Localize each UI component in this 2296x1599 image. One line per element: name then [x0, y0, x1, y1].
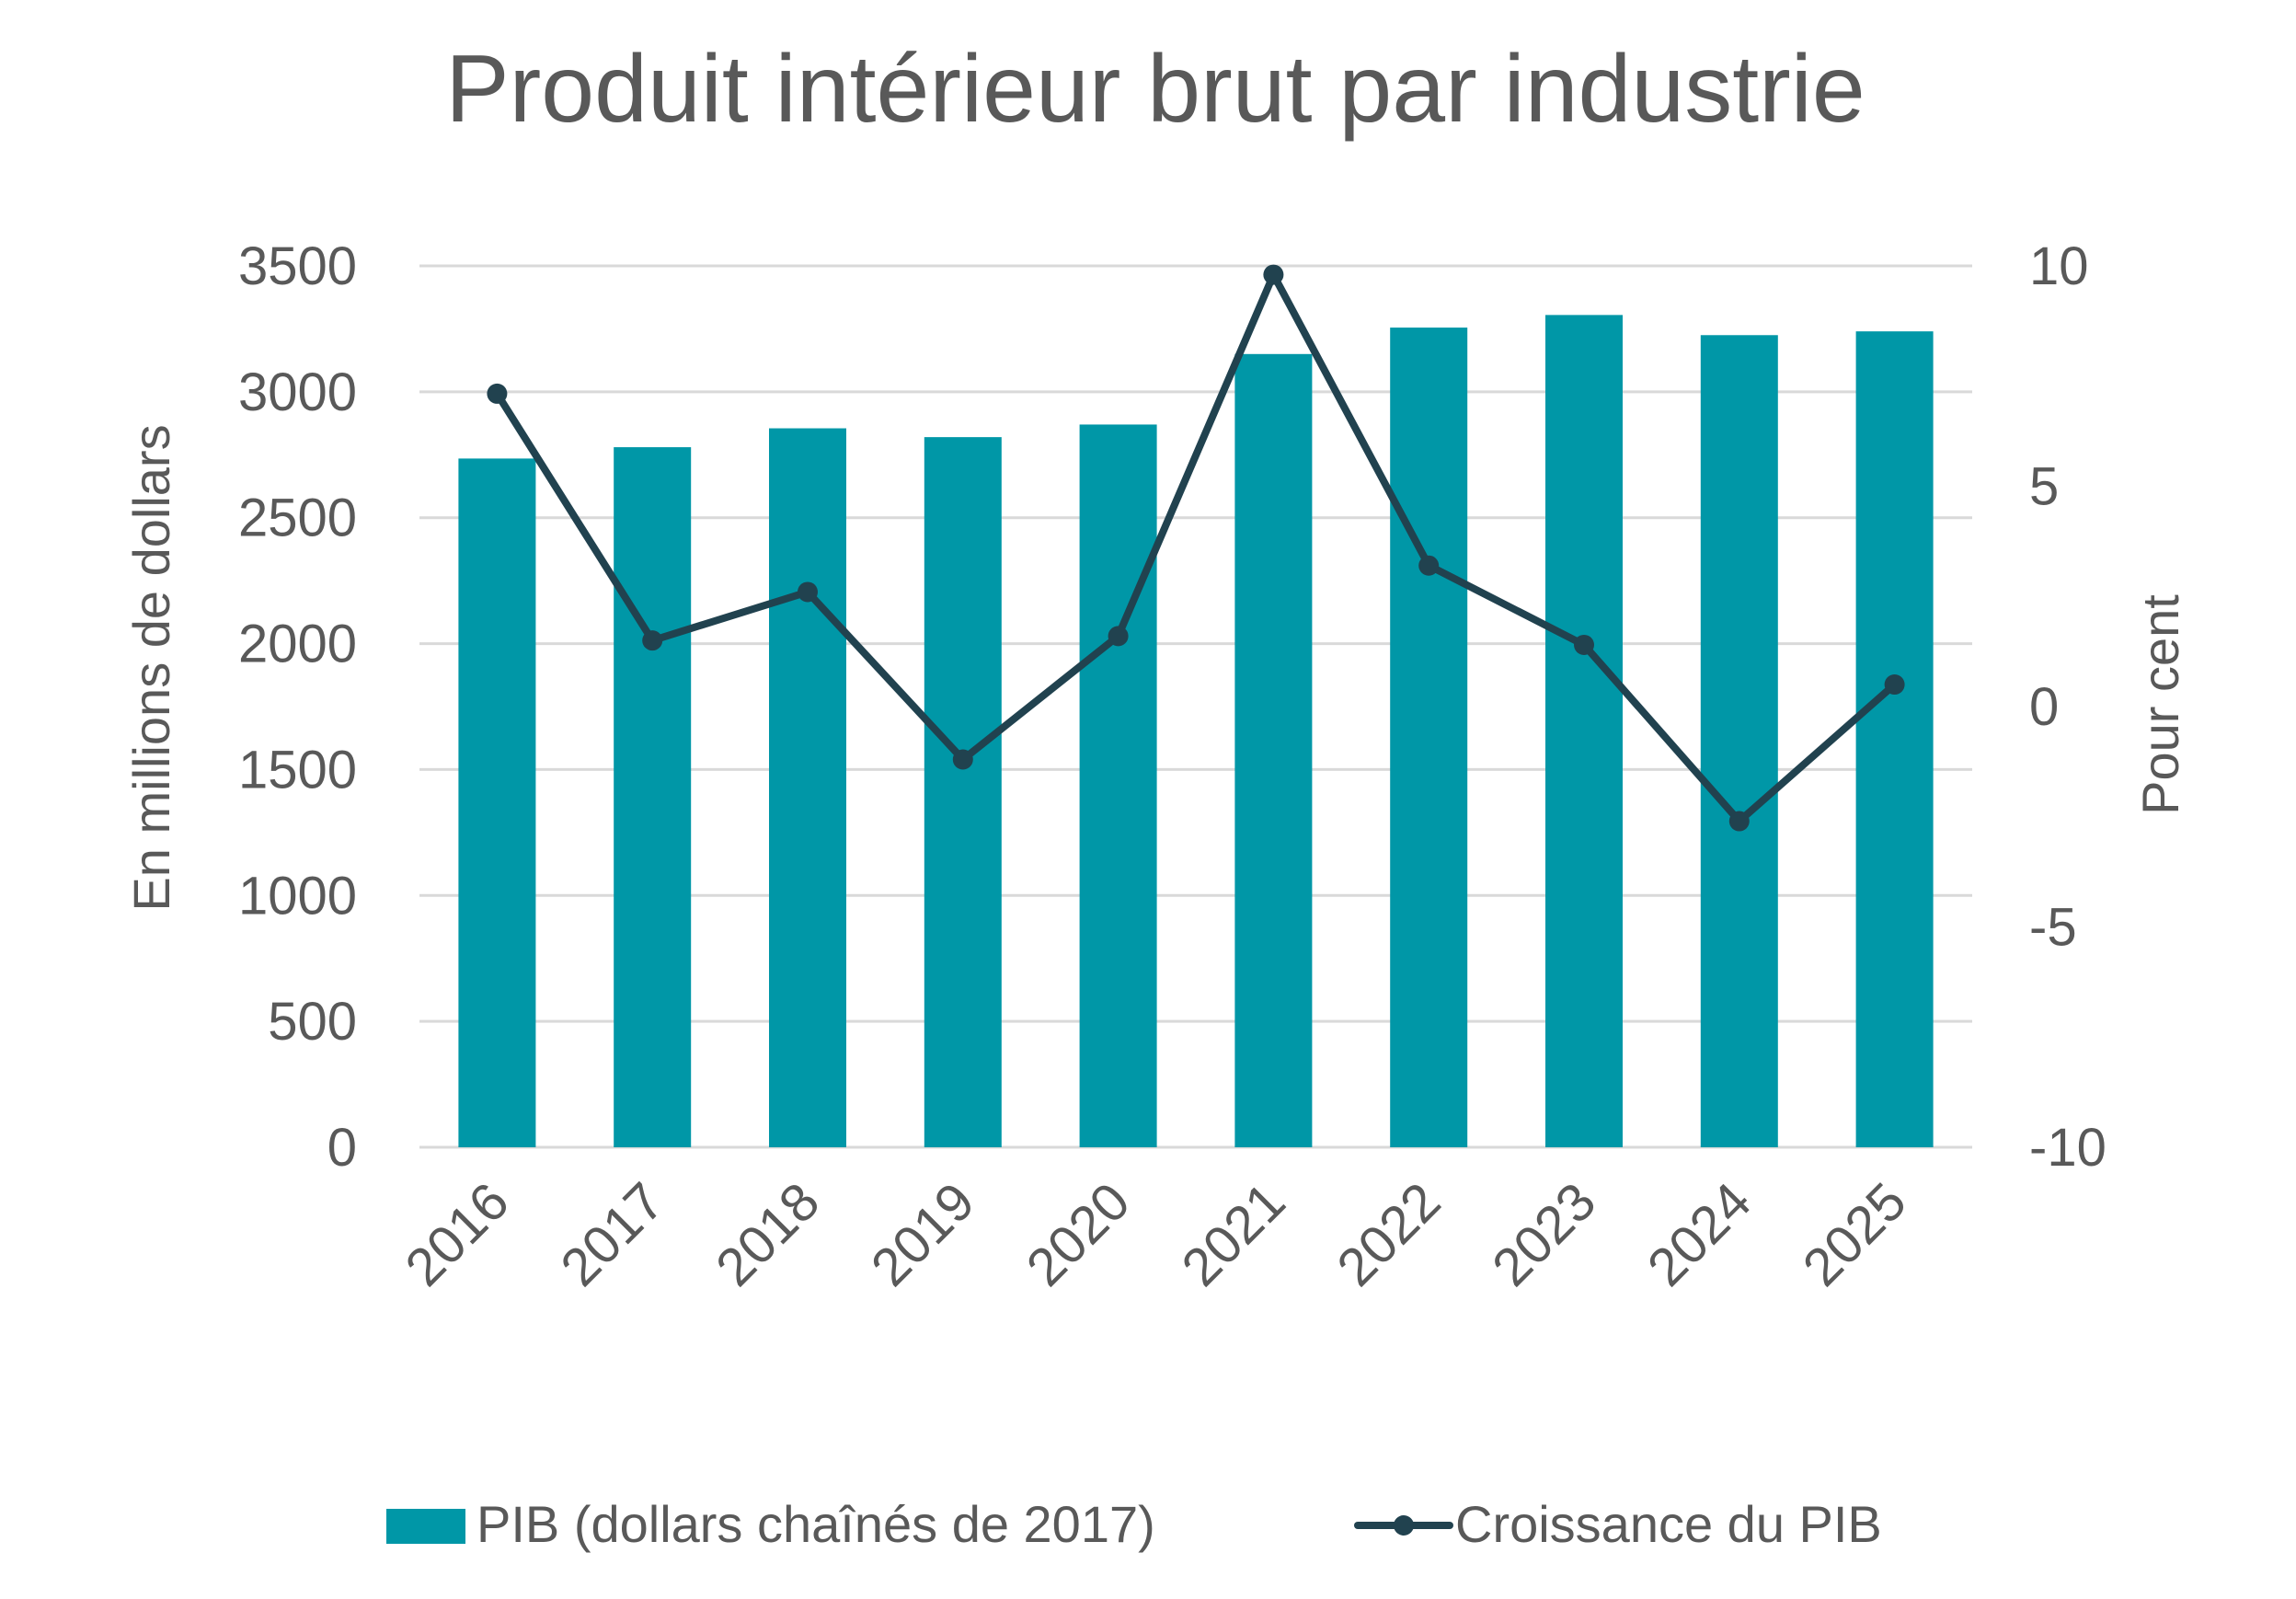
- y-right-tick-label: 5: [2029, 457, 2059, 517]
- growth-point-2020: [1108, 626, 1129, 647]
- growth-line: [493, 270, 1899, 825]
- bar-2023: [1545, 315, 1623, 1148]
- bar-2020: [1079, 424, 1157, 1147]
- y-right-tick-label: 10: [2029, 236, 2089, 296]
- bar-2018: [769, 428, 846, 1147]
- growth-point-2025: [1884, 674, 1905, 696]
- y-right-axis-label: Pour cent: [2131, 594, 2189, 815]
- bar-2016: [458, 458, 536, 1147]
- growth-point-2023: [1574, 634, 1594, 655]
- bar-2017: [614, 447, 692, 1147]
- y-left-axis: 0 500 1000 1500 2000 2500 3000 3500: [238, 236, 357, 1178]
- legend-swatch-marker: [1394, 1515, 1414, 1536]
- x-tick-label: 2023: [1481, 1171, 1607, 1297]
- bar-2022: [1390, 328, 1468, 1147]
- x-tick-label: 2019: [860, 1171, 986, 1297]
- legend: PIB (dollars chaînés de 2017) Croissance …: [386, 1495, 1882, 1553]
- growth-point-2016: [487, 383, 508, 404]
- x-tick-label: 2017: [549, 1171, 675, 1297]
- x-tick-label: 2021: [1170, 1171, 1296, 1297]
- bar-2024: [1700, 335, 1778, 1147]
- growth-point-2024: [1728, 811, 1750, 832]
- y-left-tick-label: 2500: [238, 489, 357, 548]
- line-series: [487, 264, 1905, 832]
- bar-2019: [924, 437, 1002, 1147]
- x-tick-label: 2020: [1016, 1171, 1142, 1297]
- y-right-axis: -10 -5 0 5 10: [2029, 236, 2107, 1178]
- legend-label-line: Croissance du PIB: [1455, 1495, 1882, 1553]
- y-left-tick-label: 1500: [238, 740, 357, 800]
- legend-label-bar: PIB (dollars chaînés de 2017): [476, 1495, 1155, 1553]
- growth-point-2018: [798, 581, 818, 603]
- bar-series: [458, 315, 1934, 1148]
- growth-point-2019: [952, 749, 973, 770]
- x-tick-label: 2025: [1792, 1171, 1918, 1297]
- growth-point-2021: [1263, 264, 1284, 285]
- x-tick-label: 2018: [705, 1171, 831, 1297]
- y-right-tick-label: -5: [2029, 898, 2077, 958]
- y-left-axis-label: En millions de dollars: [122, 424, 180, 911]
- bar-2025: [1855, 331, 1934, 1147]
- growth-point-2017: [642, 630, 663, 651]
- legend-swatch-bar: [386, 1509, 465, 1544]
- y-left-tick-label: 3500: [238, 236, 357, 296]
- y-left-tick-label: 2000: [238, 615, 357, 674]
- y-right-tick-label: -10: [2029, 1118, 2107, 1178]
- y-left-tick-label: 0: [327, 1118, 357, 1178]
- growth-point-2022: [1418, 555, 1440, 576]
- y-left-tick-label: 1000: [238, 866, 357, 926]
- y-left-tick-label: 3000: [238, 362, 357, 422]
- bar-2021: [1234, 353, 1313, 1147]
- chart-title: Produit intérieur brut par industrie: [445, 36, 1865, 143]
- x-tick-label: 2022: [1326, 1171, 1452, 1297]
- y-right-tick-label: 0: [2029, 677, 2059, 737]
- x-tick-label: 2016: [394, 1171, 520, 1297]
- x-tick-label: 2024: [1636, 1171, 1762, 1297]
- y-left-tick-label: 500: [268, 992, 357, 1052]
- x-axis: 2016 2017 2018 2019 2020 2021 2022 2023 2024 2025: [394, 1171, 1917, 1297]
